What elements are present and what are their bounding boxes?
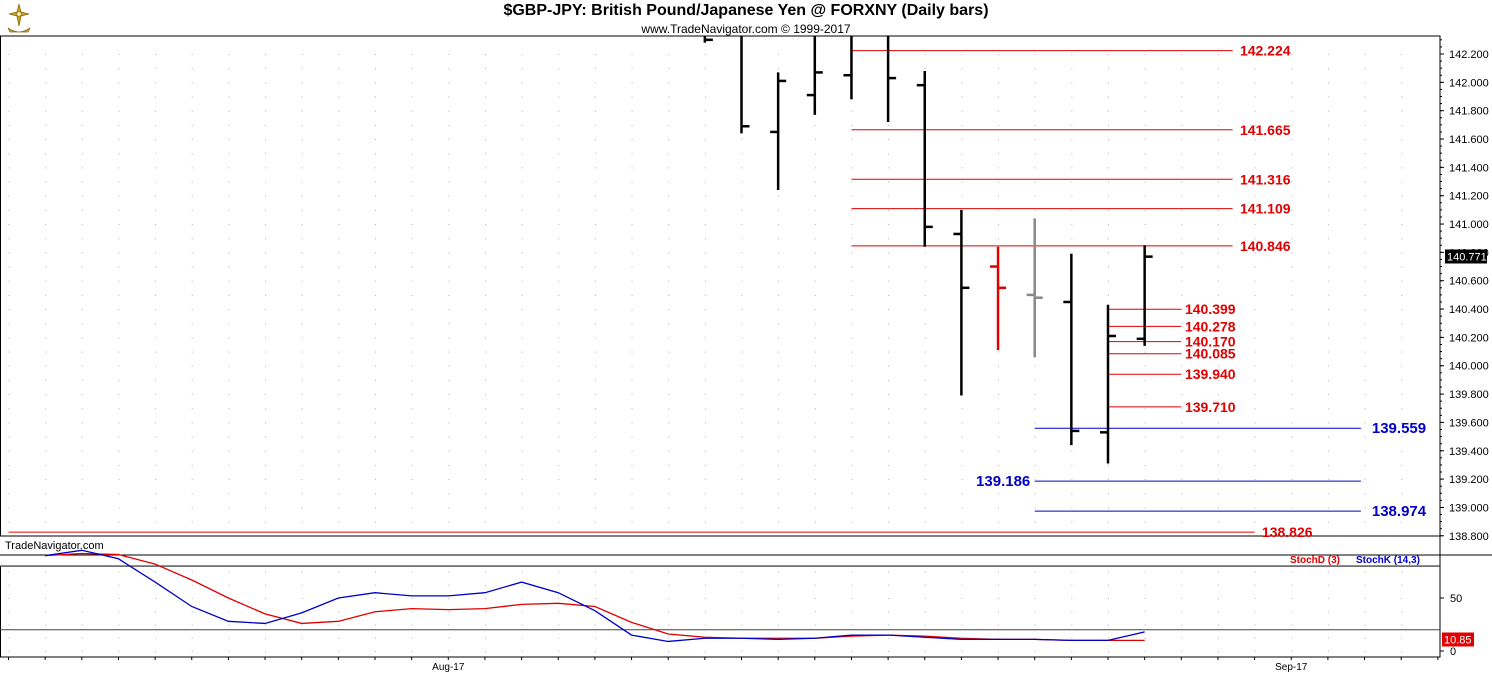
price-level-label: 139.559	[1372, 420, 1426, 437]
ohlc-bar	[770, 72, 787, 191]
price-level-label: 139.186	[976, 473, 1030, 490]
price-tick-label: 139.000	[1449, 502, 1489, 514]
price-tick-label: 139.600	[1449, 417, 1489, 429]
price-level-label: 140.085	[1185, 346, 1236, 362]
price-level-label: 142.224	[1240, 43, 1291, 59]
stochastic-panel-frame	[0, 565, 1441, 658]
last-price-box	[1445, 249, 1487, 264]
stoch-d-legend: StochD (3)	[1290, 555, 1340, 566]
price-level-label: 139.940	[1185, 366, 1236, 382]
price-level-label: 140.846	[1240, 238, 1291, 254]
ohlc-bar	[703, 36, 713, 43]
price-tick-label: 140.200	[1449, 332, 1489, 344]
price-tick-label: 140.000	[1449, 361, 1489, 373]
ohlc-bar	[740, 36, 750, 134]
price-level-label: 140.399	[1185, 301, 1236, 317]
date-tick-label: Aug-17	[432, 662, 465, 673]
ohlc-bar	[1100, 304, 1116, 464]
ohlc-bar	[886, 36, 897, 123]
price-level-label: 141.109	[1240, 201, 1291, 217]
stoch-d-line	[45, 552, 1145, 642]
price-grid	[8, 54, 1403, 523]
stochastic-value-box	[1442, 632, 1474, 647]
price-level-label: 140.278	[1185, 318, 1236, 334]
price-tick-label: 141.400	[1449, 162, 1489, 174]
stoch-k-legend: StochK (14,3)	[1356, 555, 1420, 566]
watermark: TradeNavigator.com	[5, 540, 104, 552]
ohlc-bar	[1136, 245, 1153, 346]
trade-navigator-logo-icon	[7, 3, 31, 33]
price-tick-label: 141.800	[1449, 106, 1489, 118]
ohlc-bar	[1026, 218, 1043, 358]
price-tick-label: 140.600	[1449, 276, 1489, 288]
stochastic-value-label: 10.85	[1444, 634, 1472, 646]
price-level-label: 138.974	[1372, 503, 1427, 520]
stochastic-tick-label: 50	[1450, 593, 1462, 605]
price-tick-label: 141.000	[1449, 219, 1489, 231]
price-panel-frame	[0, 35, 1441, 537]
price-level-label: 141.316	[1240, 171, 1291, 187]
date-tick-label: Sep-17	[1275, 662, 1308, 673]
ohlc-bar	[1063, 253, 1080, 446]
price-tick-label: 140.400	[1449, 304, 1489, 316]
price-tick-label: 141.600	[1449, 134, 1489, 146]
price-tick-label: 141.200	[1449, 191, 1489, 203]
price-level-label: 140.170	[1185, 334, 1236, 350]
stochastic-grid	[8, 571, 1403, 652]
price-level-label: 139.710	[1185, 399, 1236, 415]
stoch-k-line	[45, 549, 1145, 643]
price-tick-label: 139.800	[1449, 389, 1489, 401]
last-price-label: 140.771	[1447, 251, 1487, 263]
price-tick-label: 142.200	[1449, 49, 1489, 61]
ohlc-bar	[806, 36, 823, 115]
price-tick-label: 139.400	[1449, 446, 1489, 458]
price-tick-label: 139.200	[1449, 474, 1489, 486]
stochastic-tick-label: 0	[1450, 646, 1456, 658]
price-level-label: 138.826	[1262, 524, 1313, 540]
price-tick-label: 138.800	[1449, 531, 1489, 543]
price-level-label: 141.665	[1240, 122, 1291, 138]
ohlc-bar	[953, 209, 970, 396]
price-tick-label: 142.000	[1449, 77, 1489, 89]
ohlc-bar	[916, 71, 933, 247]
ohlc-bar	[990, 246, 1007, 351]
ohlc-bar	[843, 36, 853, 100]
